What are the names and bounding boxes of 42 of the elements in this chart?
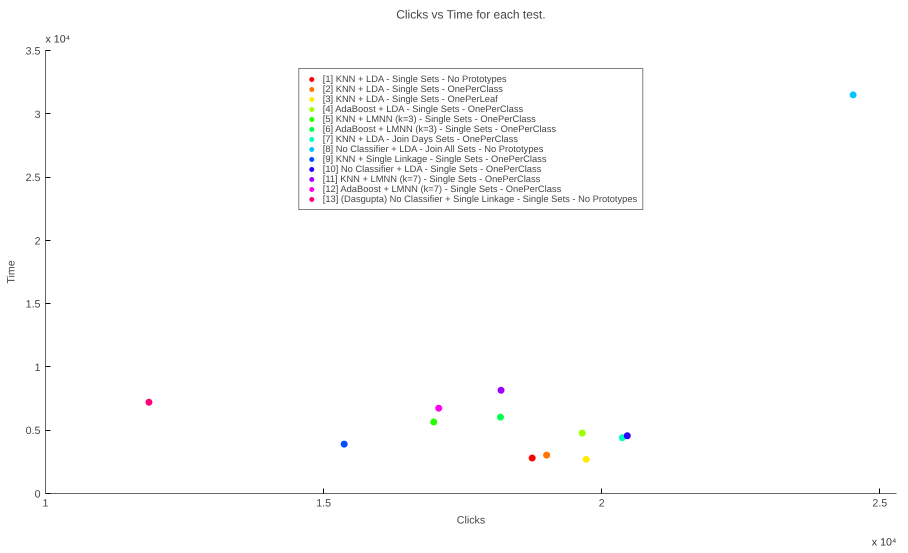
y-tick-label: 3.5	[26, 46, 41, 58]
y-tick-label: 2.5	[26, 172, 41, 184]
point	[582, 456, 590, 463]
legend-label: [4] AdaBoost + LDA - Single Sets - OnePerClass	[322, 104, 524, 114]
x-tick-label: 1	[42, 498, 49, 510]
legend-label: [12] AdaBoost + LMNN (k=7) - Single Sets - OnePerClass	[322, 184, 562, 194]
legend-label: [6] AdaBoost + LMNN (k=3) - Single Sets - OnePerClass	[322, 124, 556, 134]
y-tick-label: 1	[34, 362, 41, 374]
legend-label: [11] KNN + LMNN (k=7) - Single Sets - OnePerClass	[322, 174, 540, 184]
point	[543, 452, 550, 459]
legend-label: [5] KNN + LMNN (k=3) - Single Sets - OnePerClass	[322, 114, 536, 124]
y-tick-label: 0.5	[26, 425, 41, 438]
y-tick-label: 0	[34, 488, 41, 500]
point	[528, 454, 536, 462]
legend-label: [1] KNN + LDA - Single Sets - No Prototypes	[322, 74, 507, 84]
chart-title: Clicks vs Time for each test.	[396, 8, 546, 22]
legend-label: [7] KNN + LDA - Join Days Sets - OnePerClass	[322, 134, 518, 144]
legend-label: [13] (Dasgupta) No Classifier + Single Linkage - Single Sets - No Prototypes	[322, 194, 638, 204]
legend-label: [8] No Classifier + LDA - Join All Sets - No Prototypes	[322, 144, 544, 154]
legend-label: [3] KNN + LDA - Single Sets - OnePerLeaf	[322, 94, 498, 104]
point	[624, 432, 631, 440]
point	[340, 440, 348, 448]
point	[850, 91, 857, 98]
y-tick-label: 3	[34, 108, 41, 121]
legend-label: [9] KNN + Single Linkage - Single Sets - OnePerClass	[322, 154, 546, 164]
x-tick-label: 2.5	[872, 498, 888, 510]
x-axis-title: Clicks	[456, 514, 486, 526]
legend-label: [10] No Classifier + LDA - Single Sets - OnePerClass	[322, 164, 542, 174]
point	[145, 398, 152, 406]
legend-label: [2] KNN + LDA - Single Sets - OnePerClass	[322, 84, 503, 94]
point	[430, 418, 438, 426]
point	[498, 386, 505, 394]
point	[435, 404, 442, 412]
y-tick-label: 2	[34, 235, 41, 248]
x-tick-label: 1.5	[316, 498, 332, 510]
text: x 10⁴	[872, 536, 897, 548]
y-tick-label: 1.5	[26, 298, 41, 311]
point	[578, 430, 586, 437]
y-axis-title: Time	[6, 260, 18, 284]
x-tick-label: 2	[598, 498, 605, 510]
point	[496, 414, 504, 421]
text: x 10⁴	[46, 34, 71, 46]
